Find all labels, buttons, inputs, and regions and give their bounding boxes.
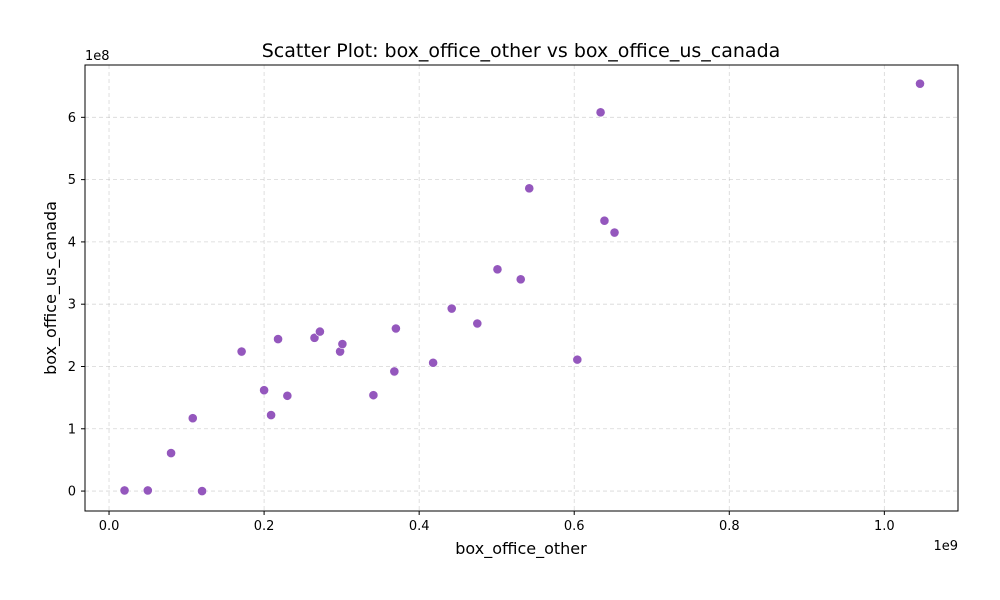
x-tick-label: 0.2 — [254, 519, 275, 534]
data-point — [515, 274, 526, 285]
grid — [85, 65, 958, 511]
y-tick-label: 5 — [68, 173, 76, 188]
y-axis-title: box_office_us_canada — [41, 201, 61, 375]
data-point — [259, 385, 269, 396]
data-point — [572, 354, 583, 365]
data-point — [915, 78, 925, 89]
data-point — [236, 346, 247, 357]
data-point — [599, 215, 610, 226]
data-point — [273, 334, 283, 344]
data-point — [368, 390, 379, 401]
data-point — [390, 323, 401, 334]
y-tick-label: 2 — [68, 360, 76, 375]
y-tick-label: 6 — [68, 111, 76, 126]
data-point — [197, 486, 207, 496]
data-point — [472, 318, 483, 329]
plot-frame — [84, 64, 959, 512]
data-point — [389, 366, 400, 377]
x-axis-offset-label: 1e9 — [933, 539, 958, 554]
x-tick-label: 0.8 — [719, 519, 740, 534]
data-point — [524, 183, 535, 194]
data-point — [119, 485, 130, 496]
x-tick-label: 0.0 — [99, 519, 120, 534]
chart-title: Scatter Plot: box_office_other vs box_of… — [262, 40, 781, 62]
x-axis-title: box_office_other — [455, 539, 587, 559]
data-point — [595, 107, 606, 118]
data-point — [446, 303, 457, 314]
data-point — [337, 339, 348, 349]
data-point — [309, 332, 320, 343]
y-tick-label: 1 — [68, 422, 76, 437]
data-point — [282, 390, 293, 401]
y-axis: 0 1 2 3 4 5 6 — [68, 111, 85, 500]
data-point — [166, 448, 176, 458]
data-point — [187, 413, 198, 424]
x-tick-label: 0.6 — [564, 519, 585, 534]
data-points — [119, 78, 925, 496]
x-tick-label: 0.4 — [409, 519, 430, 534]
y-tick-label: 4 — [68, 235, 76, 250]
y-axis-offset-label: 1e8 — [85, 49, 110, 64]
y-tick-label: 0 — [68, 485, 76, 500]
data-point — [492, 264, 503, 275]
data-point — [428, 357, 439, 368]
data-point — [315, 326, 325, 337]
y-tick-label: 3 — [68, 298, 76, 313]
data-point — [266, 410, 276, 420]
data-point — [609, 227, 620, 238]
x-axis: 0.0 0.2 0.4 0.6 0.8 1.0 — [99, 511, 895, 534]
data-point — [142, 485, 153, 496]
x-tick-label: 1.0 — [874, 519, 895, 534]
